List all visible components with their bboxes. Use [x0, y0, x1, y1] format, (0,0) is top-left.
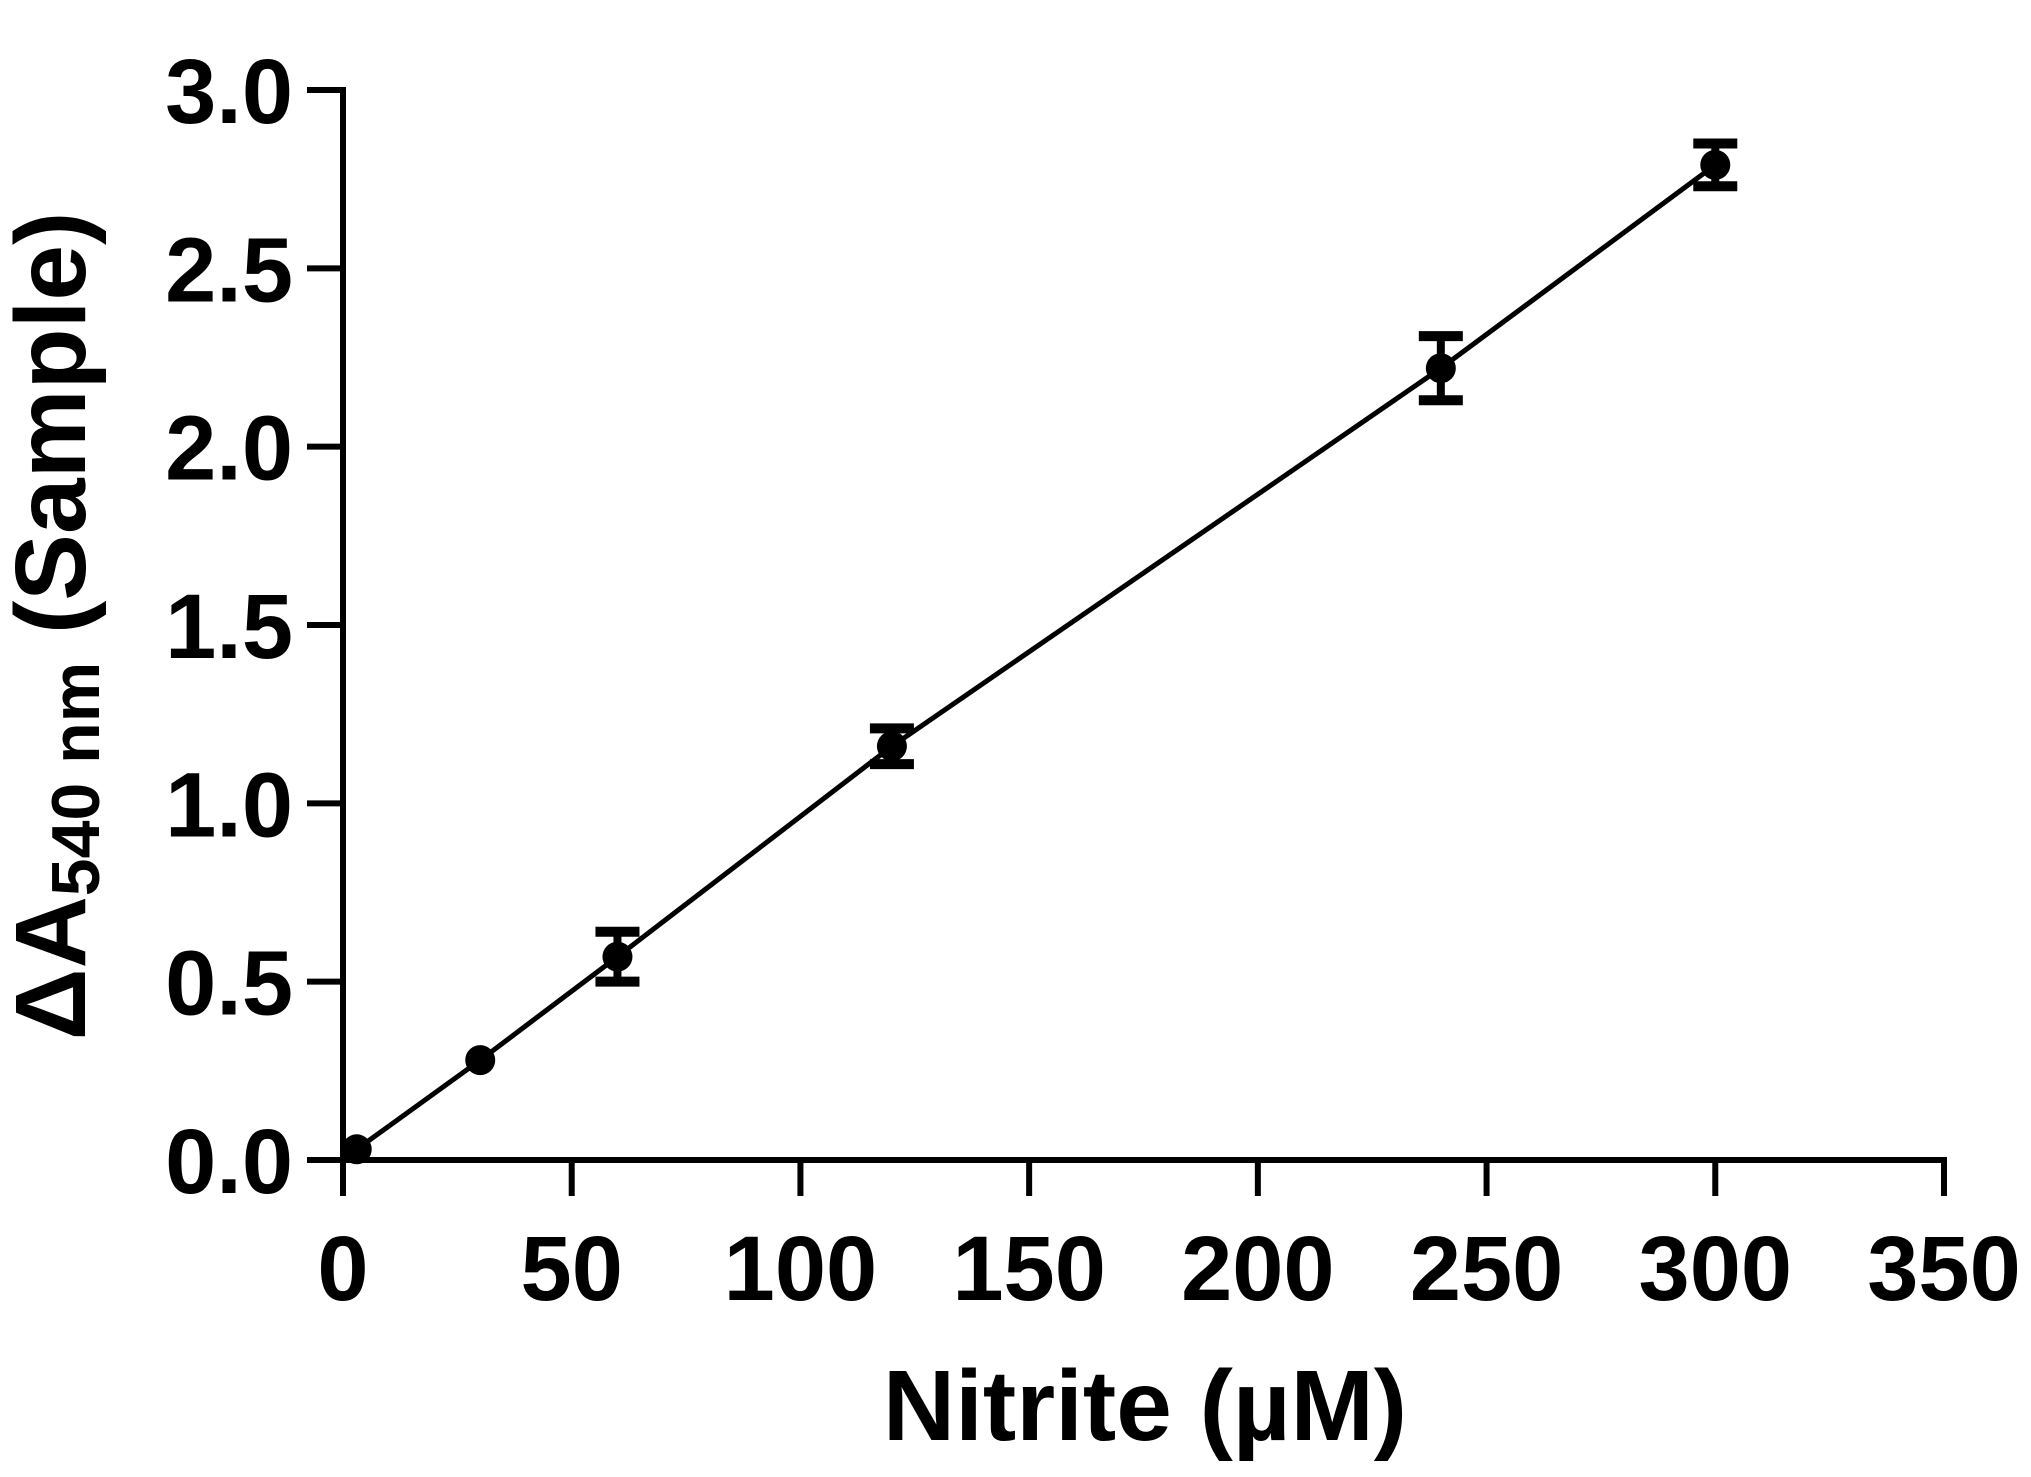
y-tick-label: 0.5 [165, 933, 293, 1035]
data-point [1700, 149, 1731, 180]
y-axis-title: ΔA540 nm (Sample) [0, 212, 114, 1041]
x-tick-label: 0 [317, 1218, 368, 1320]
y-axis-title-prefix: ΔA [0, 896, 107, 1040]
y-tick-label: 1.5 [165, 576, 293, 678]
y-tick-label: 1.0 [165, 754, 293, 856]
x-axis-title: Nitrite (µM) [883, 1350, 1407, 1462]
data-point [602, 941, 633, 972]
y-tick-label: 3.0 [165, 41, 293, 143]
x-tick-label: 300 [1639, 1218, 1793, 1320]
x-tick-label: 50 [521, 1218, 623, 1320]
y-axis-title-suffix: (Sample) [0, 212, 107, 662]
y-tick-label: 2.5 [165, 219, 293, 321]
x-tick-label: 200 [1181, 1218, 1335, 1320]
data-point [465, 1045, 496, 1076]
y-ticks: 0.0 0.5 1.0 1.5 2.0 2.5 3.0 [165, 41, 343, 1213]
axes [340, 87, 1947, 1163]
data-point [876, 731, 907, 762]
plot-area [341, 138, 1738, 1165]
data-point [341, 1134, 372, 1165]
x-tick-label: 250 [1410, 1218, 1564, 1320]
x-tick-label: 350 [1867, 1218, 2021, 1320]
x-tick-label: 150 [952, 1218, 1106, 1320]
y-axis-title-subscript: 540 nm [38, 662, 114, 896]
x-tick-label: 100 [724, 1218, 878, 1320]
data-point [1425, 353, 1456, 384]
x-ticks: 0 50 100 150 200 250 300 350 [317, 1160, 2021, 1320]
y-tick-label: 2.0 [165, 398, 293, 500]
y-tick-label: 0.0 [165, 1111, 293, 1213]
series-line [355, 162, 1717, 1152]
